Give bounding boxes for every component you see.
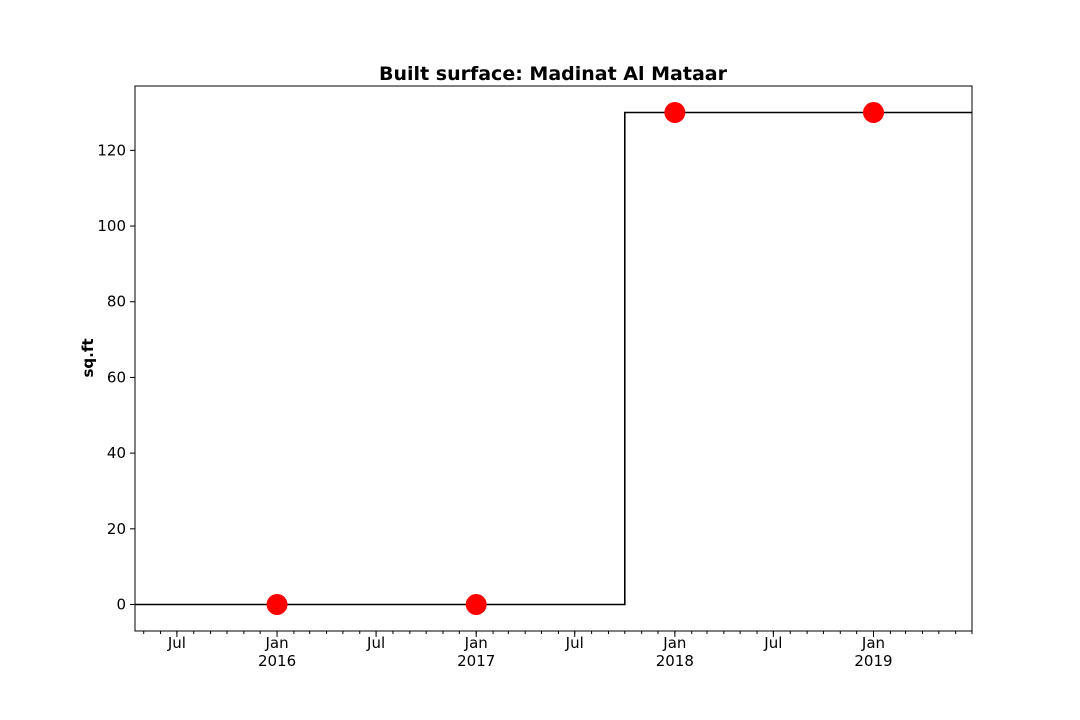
- y-tick-label: 0: [116, 596, 126, 614]
- x-tick-label: Jan: [861, 634, 885, 652]
- x-tick-year-label: 2019: [854, 652, 892, 670]
- y-tick-label: 20: [107, 520, 126, 538]
- data-point-marker: [664, 101, 686, 123]
- y-tick-label: 60: [107, 368, 126, 386]
- x-tick-label: Jul: [366, 634, 385, 652]
- y-tick-label: 100: [97, 217, 126, 235]
- data-point-marker: [862, 101, 884, 123]
- data-point-marker: [266, 594, 288, 616]
- plot-series: [135, 101, 972, 616]
- x-tick-label: Jan: [264, 634, 288, 652]
- y-tick-label: 80: [107, 293, 126, 311]
- chart-title: Built surface: Madinat Al Mataar: [379, 63, 728, 85]
- x-tick-year-label: 2016: [258, 652, 296, 670]
- x-tick-label: Jul: [167, 634, 186, 652]
- x-tick-year-label: 2017: [457, 652, 495, 670]
- plot-frame: [134, 85, 973, 632]
- x-tick-year-label: 2018: [656, 652, 694, 670]
- y-tick-label: 120: [97, 141, 126, 159]
- step-line: [135, 111, 972, 606]
- x-tick-label: Jan: [464, 634, 488, 652]
- y-axis: 0 20 40 60 80 100 120: [97, 141, 135, 614]
- x-tick-label: Jul: [565, 634, 584, 652]
- x-tick-label: Jan: [662, 634, 686, 652]
- data-point-marker: [465, 594, 487, 616]
- x-tick-label: Jul: [763, 634, 782, 652]
- y-axis-label: sq.ft: [79, 338, 97, 377]
- y-tick-label: 40: [107, 444, 126, 462]
